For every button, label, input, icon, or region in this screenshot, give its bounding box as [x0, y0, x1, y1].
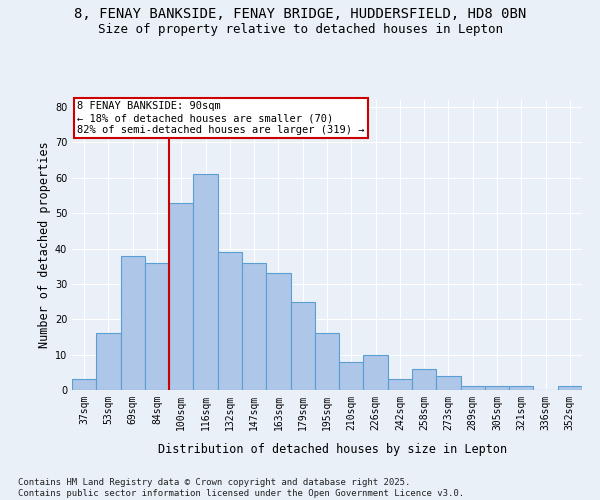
Bar	[315, 334, 339, 390]
Bar	[121, 256, 145, 390]
Bar	[290, 302, 315, 390]
Bar	[96, 334, 121, 390]
Bar	[242, 262, 266, 390]
Text: Contains HM Land Registry data © Crown copyright and database right 2025.
Contai: Contains HM Land Registry data © Crown c…	[18, 478, 464, 498]
Bar	[218, 252, 242, 390]
Text: Size of property relative to detached houses in Lepton: Size of property relative to detached ho…	[97, 22, 503, 36]
Text: 8, FENAY BANKSIDE, FENAY BRIDGE, HUDDERSFIELD, HD8 0BN: 8, FENAY BANKSIDE, FENAY BRIDGE, HUDDERS…	[74, 8, 526, 22]
Bar	[72, 380, 96, 390]
Bar	[339, 362, 364, 390]
Bar	[461, 386, 485, 390]
Bar	[436, 376, 461, 390]
Bar	[193, 174, 218, 390]
Bar	[485, 386, 509, 390]
Bar	[388, 380, 412, 390]
Bar	[364, 354, 388, 390]
Bar	[558, 386, 582, 390]
Text: Distribution of detached houses by size in Lepton: Distribution of detached houses by size …	[158, 442, 508, 456]
Y-axis label: Number of detached properties: Number of detached properties	[38, 142, 50, 348]
Bar	[169, 202, 193, 390]
Bar	[412, 369, 436, 390]
Bar	[145, 262, 169, 390]
Text: 8 FENAY BANKSIDE: 90sqm
← 18% of detached houses are smaller (70)
82% of semi-de: 8 FENAY BANKSIDE: 90sqm ← 18% of detache…	[77, 102, 365, 134]
Bar	[509, 386, 533, 390]
Bar	[266, 274, 290, 390]
